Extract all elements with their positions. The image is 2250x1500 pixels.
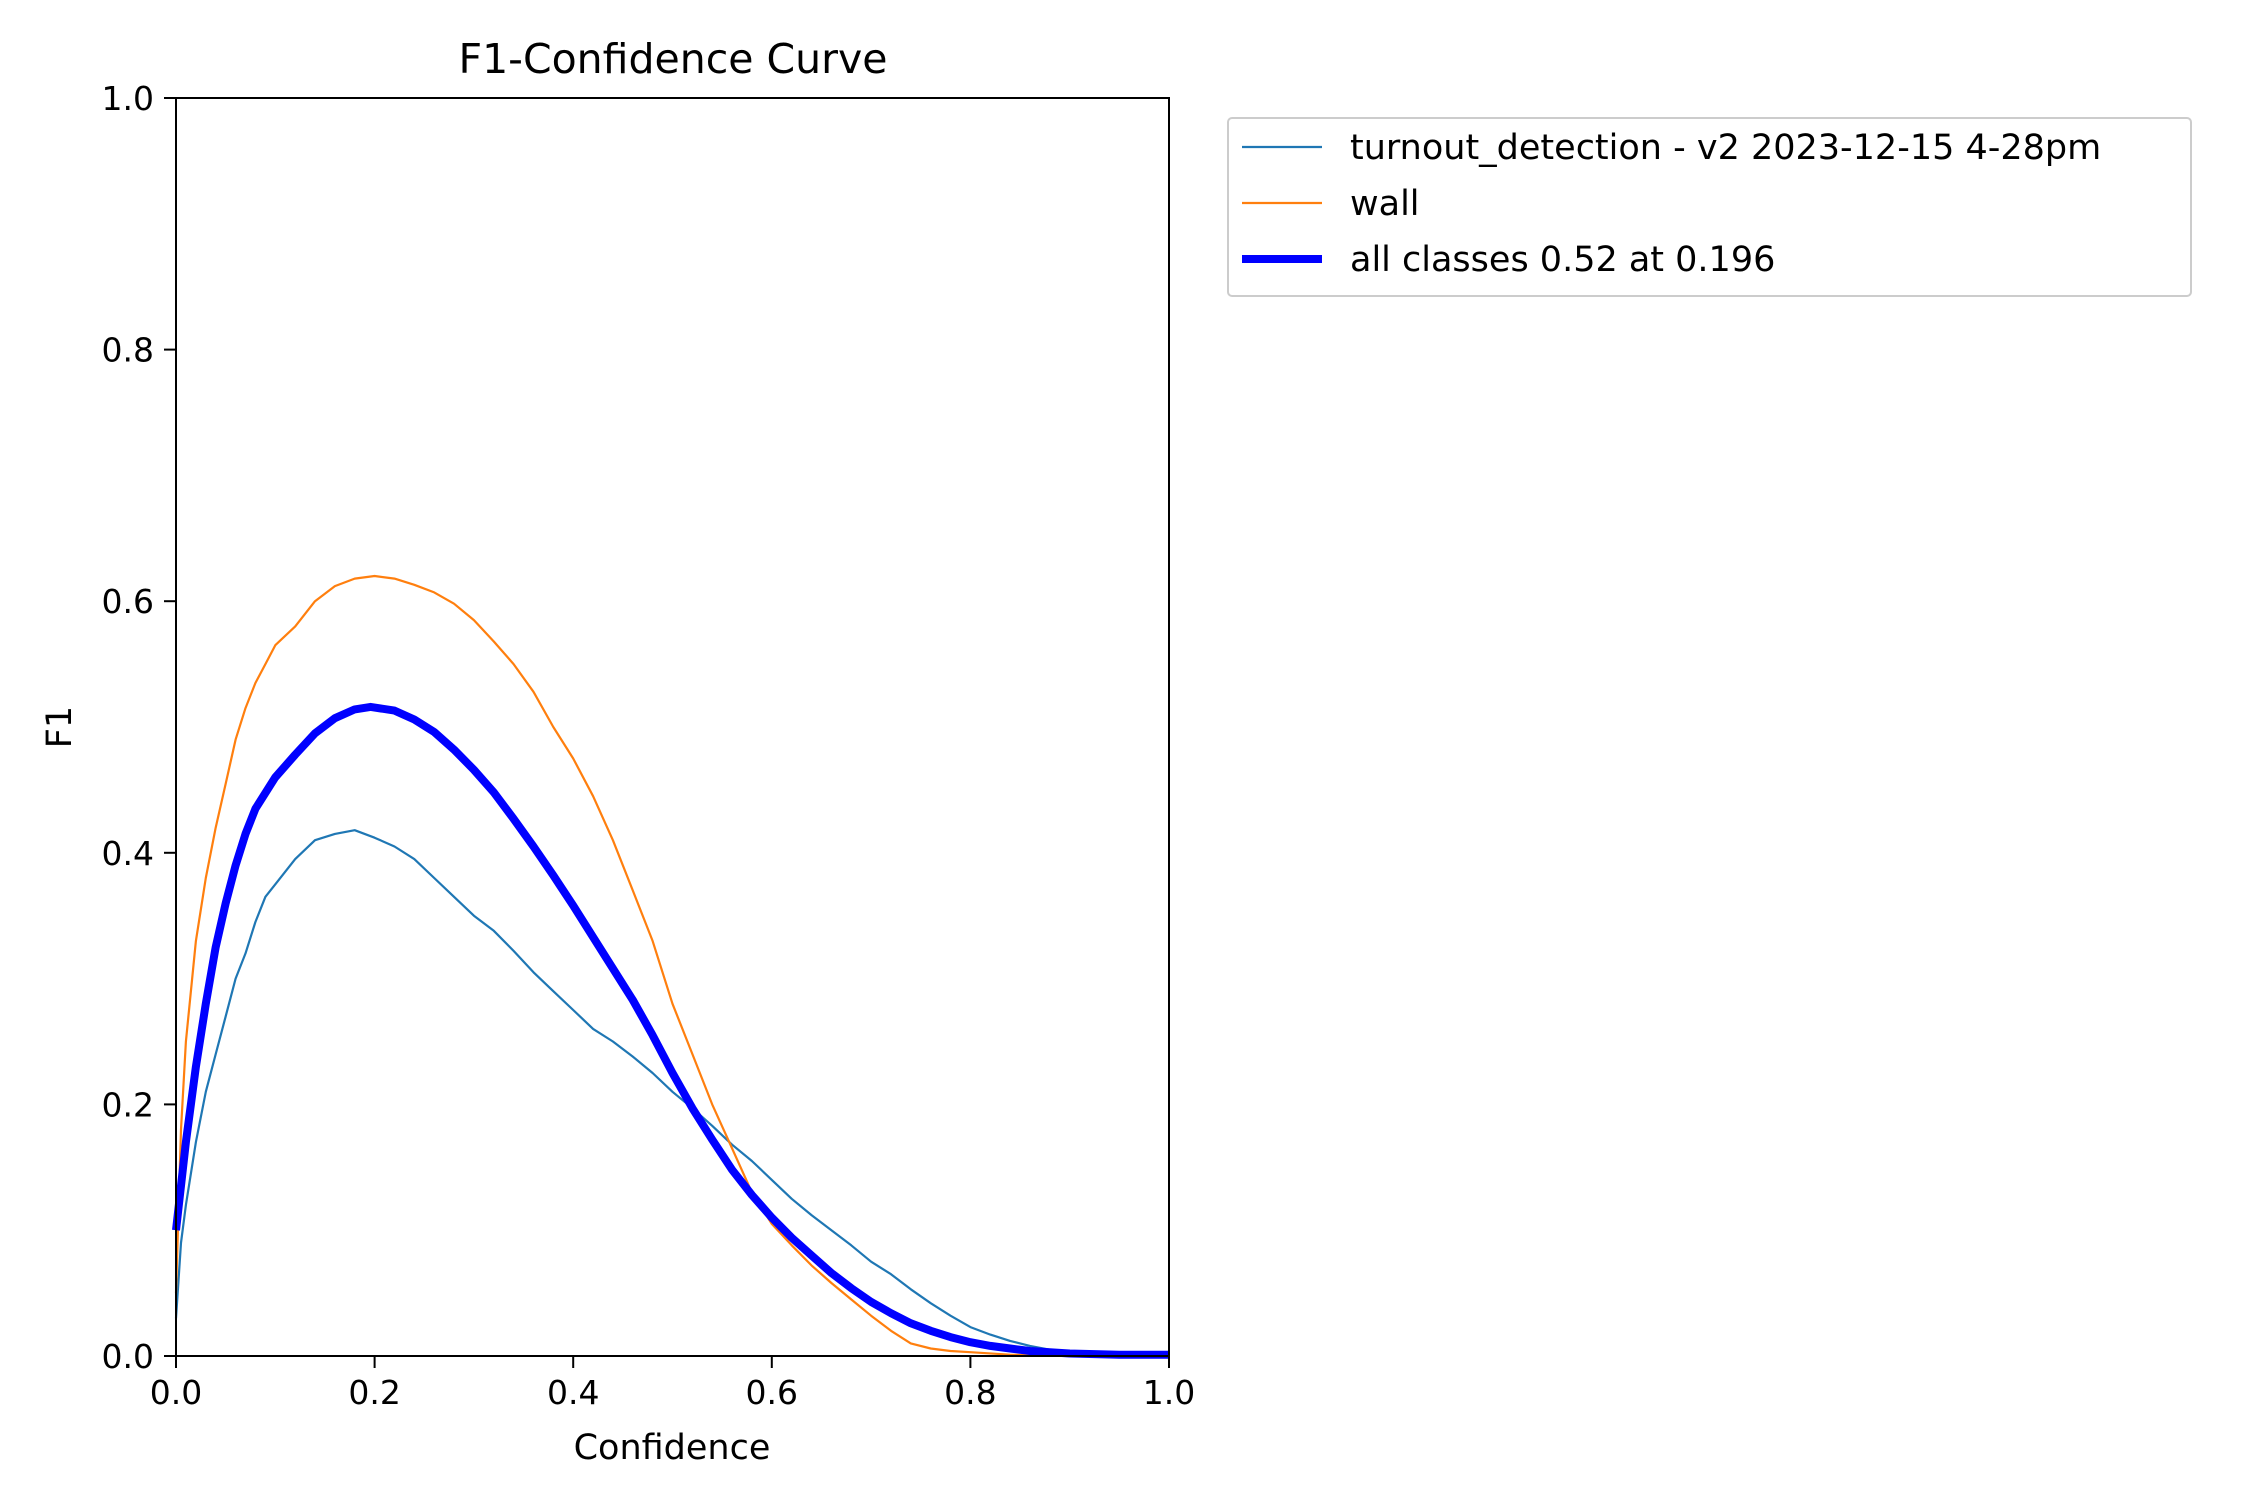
y-tick-label: 0.8 bbox=[102, 331, 154, 370]
legend-label: wall bbox=[1350, 184, 1420, 224]
y-axis: 0.0 0.2 0.4 0.6 0.8 1.0 bbox=[102, 79, 176, 1376]
legend-items: turnout_detection - v2 2023-12-15 4-28pm… bbox=[1242, 128, 2101, 280]
x-tick-label: 0.2 bbox=[348, 1373, 400, 1412]
plot-area bbox=[172, 97, 1170, 1359]
y-tick-label: 0.0 bbox=[102, 1337, 154, 1376]
y-tick-label: 0.4 bbox=[102, 834, 154, 873]
y-tick-label: 0.6 bbox=[102, 582, 154, 621]
legend-box bbox=[1227, 117, 2192, 297]
series-line-1 bbox=[174, 574, 1169, 1358]
x-axis-label: Confidence bbox=[574, 1428, 771, 1468]
series-layer bbox=[172, 574, 1170, 1359]
x-tick-label: 0.0 bbox=[150, 1373, 202, 1412]
x-tick-label: 1.0 bbox=[1143, 1373, 1195, 1412]
x-tick-label: 0.8 bbox=[944, 1373, 996, 1412]
chart-title: F1-Confidence Curve bbox=[459, 35, 888, 83]
legend-label: turnout_detection - v2 2023-12-15 4-28pm bbox=[1350, 128, 2101, 168]
x-tick-label: 0.4 bbox=[547, 1373, 599, 1412]
x-axis: 0.0 0.2 0.4 0.6 0.8 1.0 bbox=[150, 1356, 1195, 1412]
x-tick-label: 0.6 bbox=[746, 1373, 798, 1412]
series-line-2 bbox=[172, 702, 1169, 1359]
plot-frame bbox=[175, 97, 1170, 1357]
y-tick-label: 0.2 bbox=[102, 1085, 154, 1124]
y-axis-label: F1 bbox=[40, 706, 80, 748]
legend-label: all classes 0.52 at 0.196 bbox=[1350, 240, 1775, 280]
legend: turnout_detection - v2 2023-12-15 4-28pm… bbox=[1227, 117, 2192, 297]
y-tick-label: 1.0 bbox=[102, 79, 154, 118]
series-line-0 bbox=[174, 829, 1170, 1358]
